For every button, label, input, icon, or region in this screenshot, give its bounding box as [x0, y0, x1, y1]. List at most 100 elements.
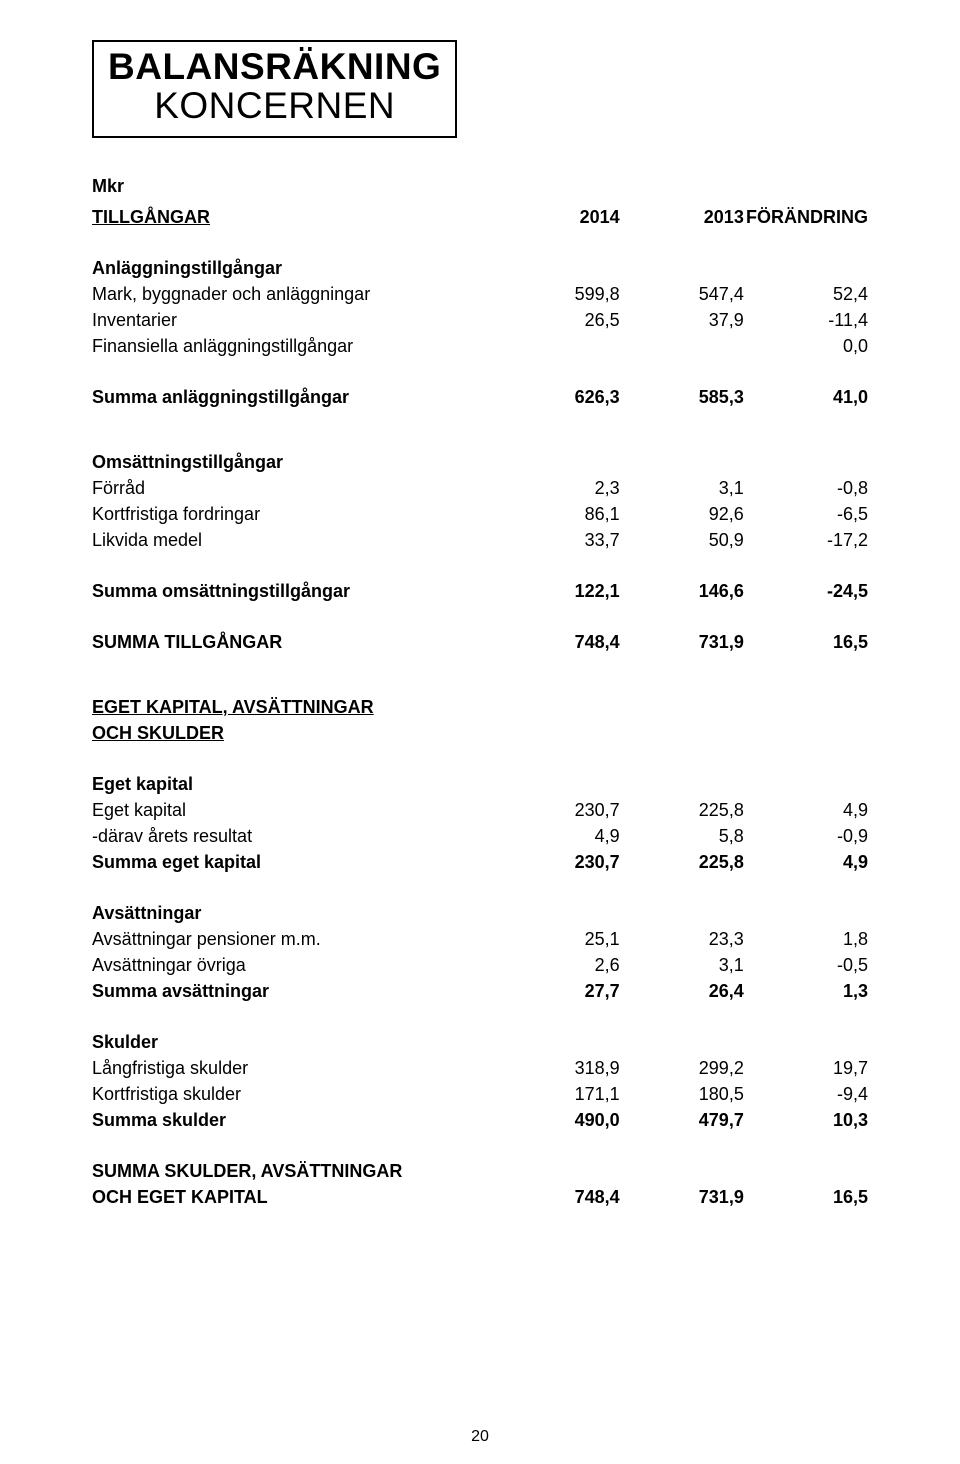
balance-sheet-table: TILLGÅNGAR 2014 2013 FÖRÄNDRING Anläggni… — [92, 205, 868, 1211]
current-assets-heading: Omsättningstillgångar — [92, 450, 496, 476]
equity-heading-row: Eget kapital — [92, 772, 868, 798]
row-value: 547,4 — [620, 282, 744, 308]
table-row: Mark, byggnader och anläggningar 599,8 5… — [92, 282, 868, 308]
row-value: -17,2 — [744, 528, 868, 554]
current-assets-heading-row: Omsättningstillgångar — [92, 450, 868, 476]
row-label: Likvida medel — [92, 528, 496, 554]
row-value: 3,1 — [620, 476, 744, 502]
liabilities-heading-row: Skulder — [92, 1030, 868, 1056]
row-value: 4,9 — [496, 824, 620, 850]
row-value: -6,5 — [744, 502, 868, 528]
sum-value: 41,0 — [744, 385, 868, 411]
sum-value: 26,4 — [620, 979, 744, 1005]
sum-value: 4,9 — [744, 850, 868, 876]
table-row: -därav årets resultat 4,9 5,8 -0,9 — [92, 824, 868, 850]
table-row: Eget kapital 230,7 225,8 4,9 — [92, 798, 868, 824]
total-value: 731,9 — [620, 630, 744, 656]
table-row: Avsättningar övriga 2,6 3,1 -0,5 — [92, 953, 868, 979]
sum-value: 230,7 — [496, 850, 620, 876]
sum-label: Summa skulder — [92, 1108, 496, 1134]
row-value: 23,3 — [620, 927, 744, 953]
fixed-assets-heading-row: Anläggningstillgångar — [92, 256, 868, 282]
row-label: Kortfristiga fordringar — [92, 502, 496, 528]
header-year-1: 2014 — [496, 205, 620, 231]
header-assets: TILLGÅNGAR — [92, 205, 496, 231]
row-value: 26,5 — [496, 308, 620, 334]
row-value: -9,4 — [744, 1082, 868, 1108]
row-value — [620, 334, 744, 360]
table-row: Långfristiga skulder 318,9 299,2 19,7 — [92, 1056, 868, 1082]
row-value: 52,4 — [744, 282, 868, 308]
unit-label: Mkr — [92, 176, 868, 197]
total-eq-liab-row-2: OCH EGET KAPITAL 748,4 731,9 16,5 — [92, 1185, 868, 1211]
row-label: Förråd — [92, 476, 496, 502]
sum-value: 490,0 — [496, 1108, 620, 1134]
equity-sum-row: Summa eget kapital 230,7 225,8 4,9 — [92, 850, 868, 876]
total-value: 731,9 — [620, 1185, 744, 1211]
row-value: 5,8 — [620, 824, 744, 850]
title-line-2: KONCERNEN — [108, 87, 441, 126]
row-label: -därav årets resultat — [92, 824, 496, 850]
row-value: 25,1 — [496, 927, 620, 953]
table-row: Likvida medel 33,7 50,9 -17,2 — [92, 528, 868, 554]
sum-value: 27,7 — [496, 979, 620, 1005]
total-value: 748,4 — [496, 1185, 620, 1211]
equity-heading: Eget kapital — [92, 772, 496, 798]
sum-value: 479,7 — [620, 1108, 744, 1134]
row-value: 0,0 — [744, 334, 868, 360]
sum-value: -24,5 — [744, 579, 868, 605]
table-row: Kortfristiga fordringar 86,1 92,6 -6,5 — [92, 502, 868, 528]
row-value: 180,5 — [620, 1082, 744, 1108]
table-header-row: TILLGÅNGAR 2014 2013 FÖRÄNDRING — [92, 205, 868, 231]
row-label: Avsättningar pensioner m.m. — [92, 927, 496, 953]
sum-label: Summa avsättningar — [92, 979, 496, 1005]
sum-value: 626,3 — [496, 385, 620, 411]
sum-label: Summa eget kapital — [92, 850, 496, 876]
row-value: 1,8 — [744, 927, 868, 953]
liabilities-sum-row: Summa skulder 490,0 479,7 10,3 — [92, 1108, 868, 1134]
total-assets-row: SUMMA TILLGÅNGAR 748,4 731,9 16,5 — [92, 630, 868, 656]
row-value: 2,6 — [496, 953, 620, 979]
header-year-2: 2013 — [620, 205, 744, 231]
provisions-sum-row: Summa avsättningar 27,7 26,4 1,3 — [92, 979, 868, 1005]
table-row: Finansiella anläggningstillgångar 0,0 — [92, 334, 868, 360]
fixed-assets-heading: Anläggningstillgångar — [92, 256, 496, 282]
row-value: 50,9 — [620, 528, 744, 554]
row-value: 19,7 — [744, 1056, 868, 1082]
equity-section-title-row: EGET KAPITAL, AVSÄTTNINGAR — [92, 695, 868, 721]
sum-value: 585,3 — [620, 385, 744, 411]
row-label: Långfristiga skulder — [92, 1056, 496, 1082]
row-value: 37,9 — [620, 308, 744, 334]
equity-section-title-row-2: OCH SKULDER — [92, 721, 868, 747]
sum-value: 146,6 — [620, 579, 744, 605]
row-value: 318,9 — [496, 1056, 620, 1082]
row-value — [496, 334, 620, 360]
sum-value: 1,3 — [744, 979, 868, 1005]
total-value: 748,4 — [496, 630, 620, 656]
fixed-assets-sum-row: Summa anläggningstillgångar 626,3 585,3 … — [92, 385, 868, 411]
total-assets-label: SUMMA TILLGÅNGAR — [92, 630, 496, 656]
total-value: 16,5 — [744, 1185, 868, 1211]
table-row: Inventarier 26,5 37,9 -11,4 — [92, 308, 868, 334]
sum-label: Summa omsättningstillgångar — [92, 579, 496, 605]
title-box: BALANSRÄKNING KONCERNEN — [92, 40, 457, 138]
row-label: Mark, byggnader och anläggningar — [92, 282, 496, 308]
row-value: 4,9 — [744, 798, 868, 824]
provisions-heading-row: Avsättningar — [92, 901, 868, 927]
page-number: 20 — [0, 1428, 960, 1446]
row-value: -0,9 — [744, 824, 868, 850]
sum-label: Summa anläggningstillgångar — [92, 385, 496, 411]
total-eq-liab-label-1: SUMMA SKULDER, AVSÄTTNINGAR — [92, 1159, 496, 1185]
row-value: 230,7 — [496, 798, 620, 824]
row-label: Finansiella anläggningstillgångar — [92, 334, 496, 360]
row-value: 225,8 — [620, 798, 744, 824]
row-value: -11,4 — [744, 308, 868, 334]
total-eq-liab-label-2: OCH EGET KAPITAL — [92, 1185, 496, 1211]
row-label: Inventarier — [92, 308, 496, 334]
row-value: 299,2 — [620, 1056, 744, 1082]
total-value: 16,5 — [744, 630, 868, 656]
equity-section-title-2: OCH SKULDER — [92, 721, 496, 747]
row-value: 86,1 — [496, 502, 620, 528]
row-label: Kortfristiga skulder — [92, 1082, 496, 1108]
title-line-1: BALANSRÄKNING — [108, 48, 441, 87]
